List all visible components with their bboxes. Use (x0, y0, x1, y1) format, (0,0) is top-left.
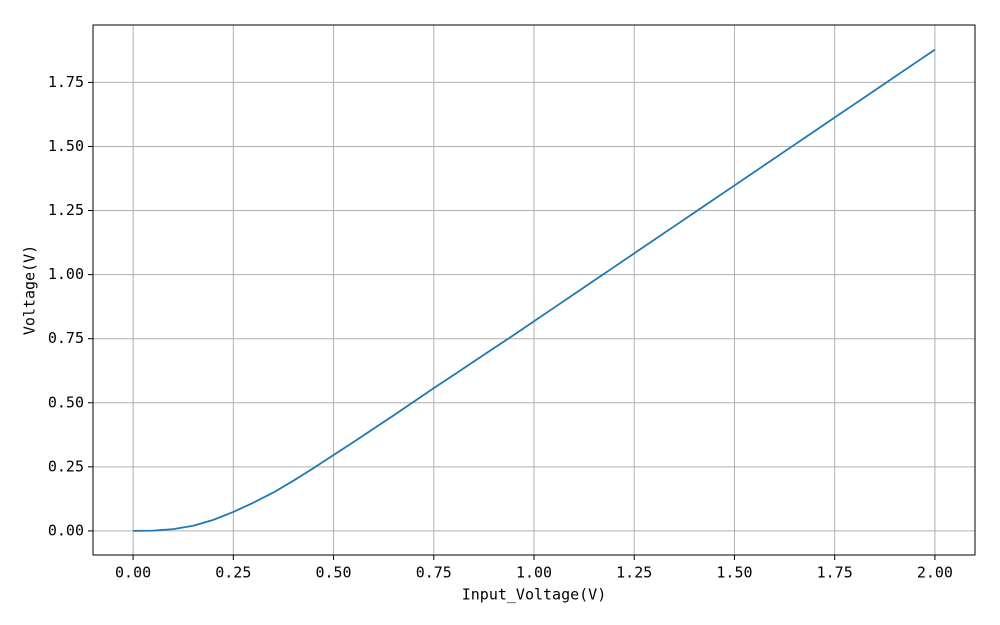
x-tick-label: 0.50 (315, 564, 351, 582)
x-tick-label: 0.75 (416, 564, 452, 582)
y-axis-label: Voltage(V) (21, 245, 39, 335)
plot-frame (92, 24, 976, 556)
y-tick-label: 1.50 (48, 137, 84, 155)
x-tick-label: 0.00 (115, 564, 151, 582)
x-tick-label: 1.50 (716, 564, 752, 582)
y-tick-label: 0.75 (48, 329, 84, 347)
x-tick-label: 2.00 (917, 564, 953, 582)
y-tick-label: 1.00 (48, 265, 84, 283)
x-tick-label: 1.25 (616, 564, 652, 582)
y-tick-label: 0.50 (48, 393, 84, 411)
x-tick-label: 1.00 (516, 564, 552, 582)
x-tick-label: 1.75 (817, 564, 853, 582)
y-tick-label: 1.75 (48, 73, 84, 91)
y-tick-label: 1.25 (48, 201, 84, 219)
x-axis-label: Input_Voltage(V) (462, 586, 607, 604)
y-tick-label: 0.00 (48, 521, 84, 539)
x-tick-label: 0.25 (215, 564, 251, 582)
y-tick-label: 0.25 (48, 457, 84, 475)
data-line (133, 48, 936, 532)
